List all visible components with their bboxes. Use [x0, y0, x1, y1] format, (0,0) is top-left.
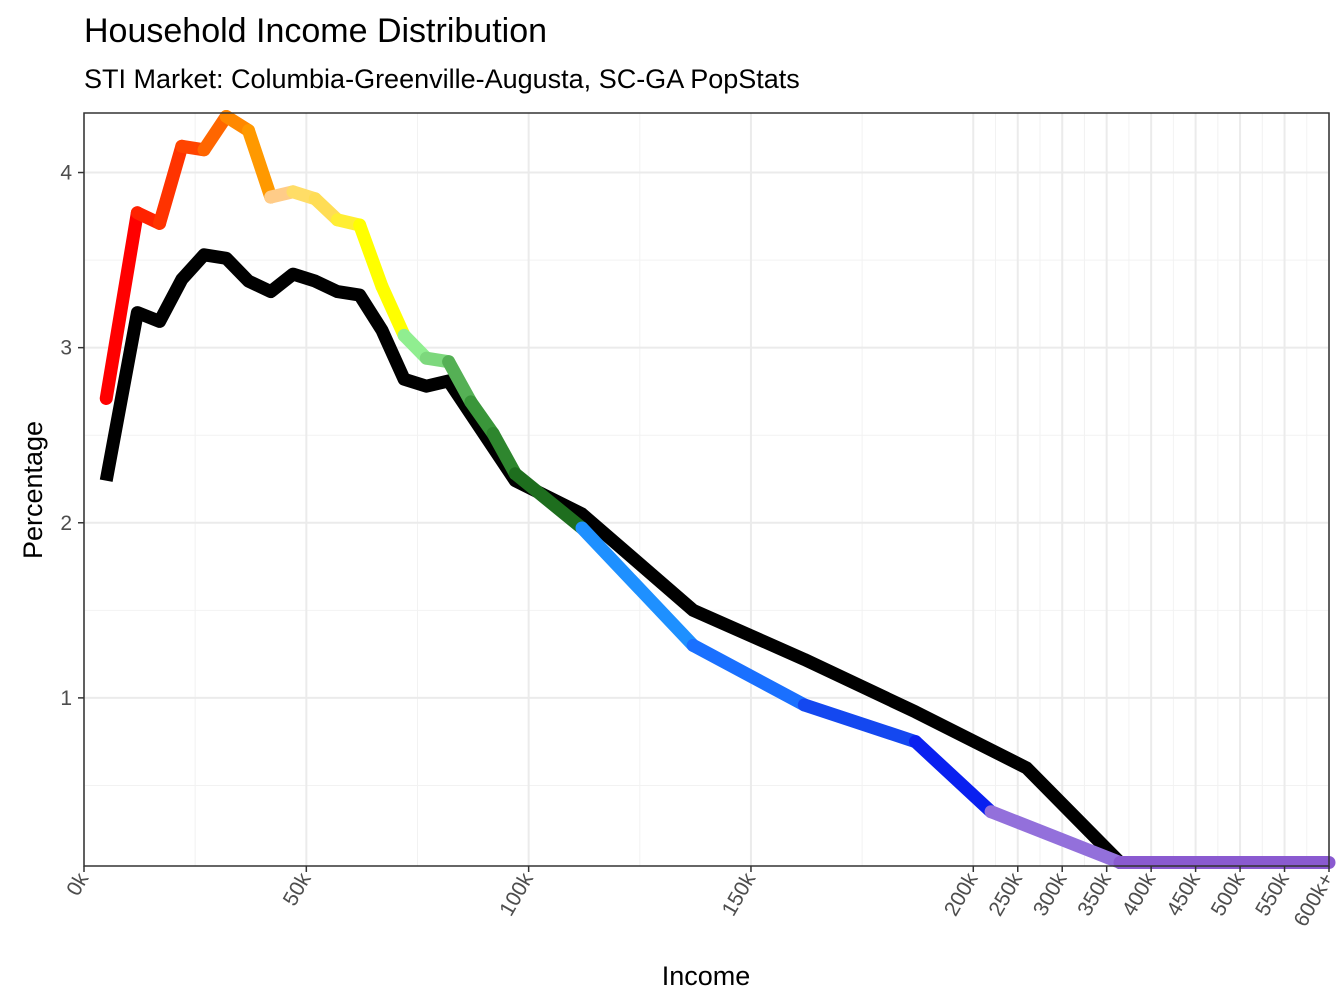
- axes: 1 2 3 4 0k 50k 100k 150k 200k 250k 300k 350k 400k 450…: [60, 162, 1338, 931]
- x-tick-label: 200k: [940, 869, 983, 920]
- x-tick-label: 50k: [279, 869, 316, 910]
- x-tick-label: 450k: [1162, 869, 1205, 920]
- series-line-black: [99, 248, 1329, 869]
- x-axis-title: Income: [662, 961, 751, 991]
- series-segment-colored: [375, 279, 411, 342]
- series-lines: [99, 110, 1336, 869]
- series-segment-colored: [508, 467, 589, 535]
- series-segment-colored: [908, 735, 998, 819]
- series-segment-colored: [686, 638, 811, 712]
- x-tick-label: 0k: [62, 869, 93, 900]
- series-segment-colored: [242, 124, 278, 204]
- series-segment-colored: [353, 218, 389, 293]
- x-tick-label: 550k: [1251, 869, 1294, 920]
- series-segment-colored: [99, 206, 144, 405]
- x-tick-label: 350k: [1073, 869, 1116, 920]
- x-tick-label: 300k: [1029, 869, 1072, 920]
- y-tick-label: 3: [60, 337, 72, 360]
- series-segment-colored: [153, 139, 189, 230]
- chart-subtitle: STI Market: Columbia-Greenville-Augusta,…: [84, 64, 800, 94]
- x-tick-label: 500k: [1207, 869, 1250, 920]
- plot-panel-background: [84, 113, 1329, 866]
- series-segment-colored: [575, 521, 700, 652]
- y-tick-label: 2: [60, 512, 72, 535]
- series-segment-colored: [486, 426, 522, 481]
- chart-title: Household Income Distribution: [84, 12, 548, 50]
- y-axis-title: Percentage: [18, 421, 48, 559]
- series-segment-colored: [442, 355, 478, 409]
- plot-panel-border: [83, 112, 1330, 867]
- y-tick-label: 1: [60, 687, 72, 710]
- x-tick-label: 600k+: [1290, 869, 1339, 931]
- y-tick-label: 4: [60, 162, 72, 185]
- x-tick-label: 250k: [984, 869, 1027, 920]
- x-tick-label: 150k: [718, 869, 761, 920]
- series-segment-colored: [984, 805, 1127, 869]
- series-segment-colored: [797, 698, 922, 749]
- series-segment-colored: [197, 110, 233, 157]
- x-tick-label: 400k: [1118, 869, 1161, 920]
- x-tick-label: 100k: [495, 869, 538, 920]
